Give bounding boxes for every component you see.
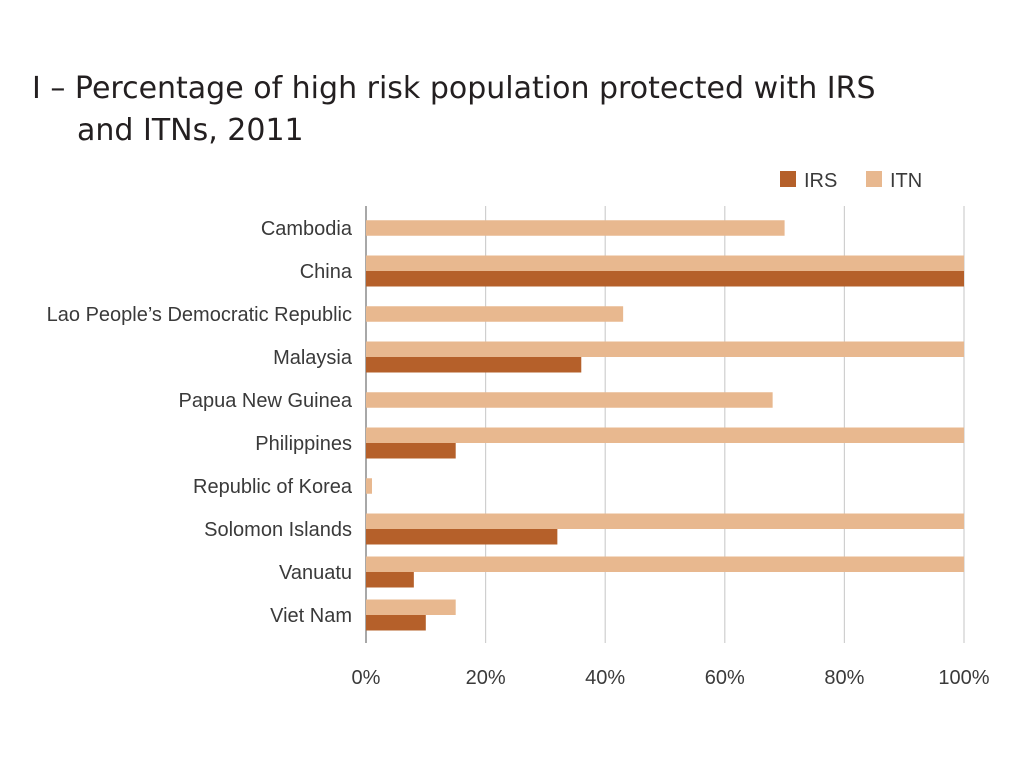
legend-swatch (866, 171, 882, 187)
category-label: China (300, 261, 353, 283)
irs-bar (366, 271, 964, 287)
irs-bar (366, 443, 456, 459)
chart-title: I – Percentage of high risk population p… (32, 68, 932, 152)
irs-bar (366, 357, 582, 373)
irs-bar (366, 572, 414, 588)
x-tick-label: 0% (352, 667, 381, 689)
category-label: Vanuatu (279, 562, 352, 584)
itn-bar (366, 255, 964, 271)
category-label: Viet Nam (270, 605, 352, 627)
itn-bar (366, 599, 456, 615)
itn-bar (366, 306, 624, 322)
itn-bar (366, 513, 964, 529)
legend-swatch (780, 171, 796, 187)
category-label: Lao People’s Democratic Republic (47, 304, 352, 326)
itn-bar (366, 341, 964, 357)
category-label: Malaysia (273, 347, 353, 369)
category-label: Papua New Guinea (179, 390, 353, 412)
chart-title-line1: I – Percentage of high risk population p… (32, 71, 876, 106)
legend-label: ITN (890, 170, 922, 192)
itn-bar (366, 427, 964, 443)
legend-label: IRS (804, 170, 837, 192)
itn-bar (366, 392, 773, 408)
itn-bar (366, 220, 785, 236)
x-tick-label: 60% (705, 667, 745, 689)
x-tick-label: 40% (585, 667, 625, 689)
x-tick-label: 100% (938, 667, 989, 689)
itn-bar (366, 556, 964, 572)
x-tick-label: 20% (466, 667, 506, 689)
category-label: Republic of Korea (193, 476, 353, 498)
category-label: Cambodia (261, 218, 353, 240)
irs-bar (366, 615, 426, 631)
irs-bar (366, 529, 558, 545)
itn-bar (366, 478, 372, 494)
category-label: Philippines (255, 433, 352, 455)
category-label: Solomon Islands (204, 519, 352, 541)
chart-title-line2: and ITNs, 2011 (77, 113, 304, 148)
x-tick-label: 80% (824, 667, 864, 689)
